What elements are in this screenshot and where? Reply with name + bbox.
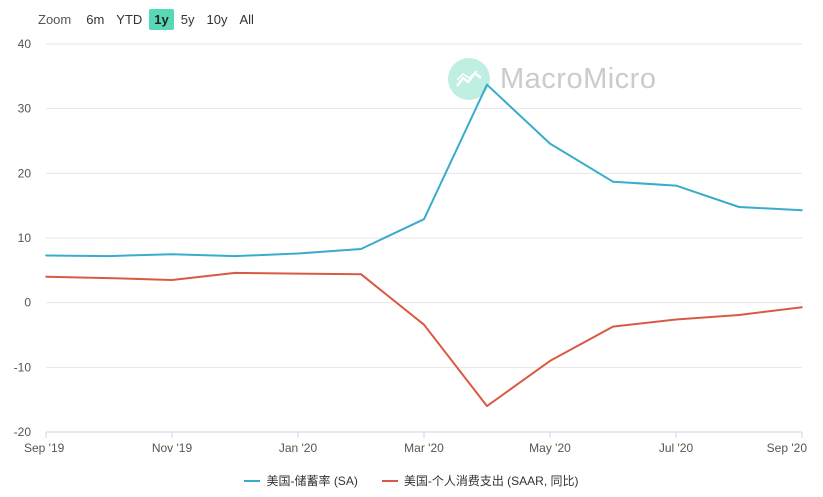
y-tick-label: 30 (18, 102, 32, 116)
data-point (234, 255, 236, 257)
data-point (486, 83, 488, 86)
x-tick-label: Nov '19 (152, 441, 193, 455)
zoom-all-button[interactable]: All (239, 11, 254, 27)
legend-item-savings-rate[interactable]: 美国-储蓄率 (SA) (244, 472, 358, 489)
x-tick-label: Sep '20 (767, 441, 808, 455)
data-point (486, 405, 488, 407)
zoom-label: Zoom (38, 11, 72, 27)
y-tick-label: 10 (18, 231, 32, 245)
y-tick-label: 0 (24, 296, 31, 310)
watermark-text: MacroMicro (500, 62, 657, 95)
data-point (612, 325, 614, 328)
series-line-2 (45, 271, 803, 408)
x-tick-label: May '20 (529, 441, 571, 455)
data-point (423, 218, 425, 221)
data-point (549, 360, 551, 362)
zoom-toolbar: Zoom 6m YTD 1y 5y 10y All (38, 7, 259, 31)
y-tick-label: -10 (14, 360, 32, 374)
y-tick-label: 40 (18, 37, 32, 51)
zoom-6m-button[interactable]: 6m (86, 11, 105, 27)
data-point (675, 184, 677, 187)
data-point (801, 306, 803, 308)
data-point (360, 248, 362, 250)
data-point (738, 314, 740, 316)
data-point (108, 255, 110, 257)
data-point (171, 279, 173, 281)
legend-item-pce[interactable]: 美国-个人消费支出 (SAAR, 同比) (381, 472, 579, 489)
data-point (612, 180, 614, 183)
y-tick-label: 20 (18, 166, 32, 180)
zoom-1y-button[interactable]: 1y (149, 8, 174, 30)
y-tick-label: -20 (14, 425, 32, 439)
x-tick-label: Sep '19 (24, 441, 65, 455)
data-point (360, 273, 362, 276)
y-axis-ticks: 40 30 20 10 0 -10 -20 (14, 37, 32, 439)
data-point (297, 252, 299, 255)
legend-label-savings-rate: 美国-储蓄率 (SA) (266, 474, 358, 488)
zoom-ytd-button[interactable]: YTD (116, 11, 143, 27)
data-point (801, 209, 803, 211)
zoom-5y-button[interactable]: 5y (180, 11, 195, 27)
legend-swatch-pce (381, 479, 398, 482)
series-lines (45, 83, 803, 408)
x-tick-label: Mar '20 (404, 441, 444, 455)
gridlines (46, 43, 802, 433)
x-axis: Sep '19 Nov '19 Jan '20 Mar '20 May '20 Jul '… (24, 431, 808, 455)
data-point (45, 276, 47, 278)
zoom-10y-button[interactable]: 10y (206, 11, 228, 27)
legend: 美国-储蓄率 (SA) 美国-个人消费支出 (SAAR, 同比) (0, 472, 823, 489)
legend-swatch-savings-rate (244, 479, 261, 482)
x-tick-label: Jan '20 (279, 441, 318, 455)
data-point (675, 318, 677, 321)
data-point (423, 323, 425, 326)
data-point (738, 206, 740, 208)
data-point (171, 253, 173, 255)
data-point (108, 277, 110, 279)
data-point (297, 272, 299, 275)
data-point (234, 272, 236, 274)
data-point (549, 142, 551, 145)
legend-label-pce: 美国-个人消费支出 (SAAR, 同比) (403, 474, 579, 488)
series-line-1 (45, 83, 803, 258)
x-tick-label: Jul '20 (659, 441, 694, 455)
data-point (45, 254, 47, 257)
